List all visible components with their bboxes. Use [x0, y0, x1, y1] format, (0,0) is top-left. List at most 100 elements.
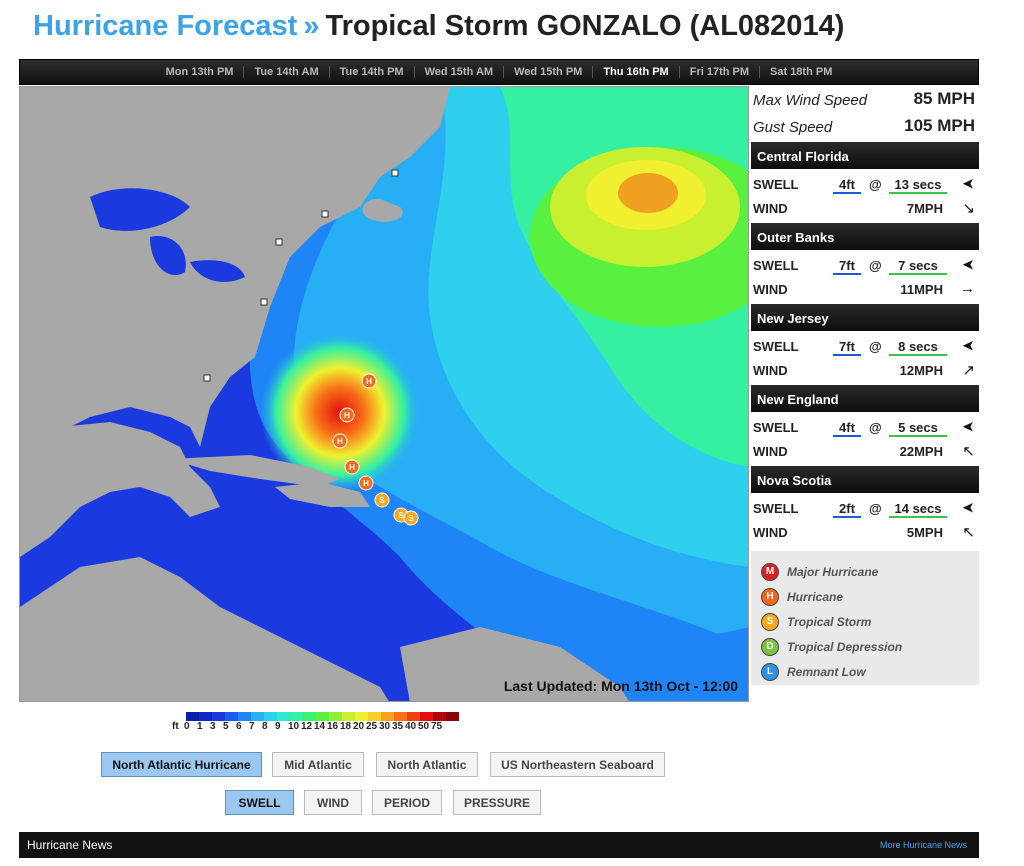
swell-row: SWELL 7ft @8 secs ➤ — [753, 335, 975, 357]
swell-height: 2ft — [833, 501, 861, 518]
swell-row: SWELL 7ft @7 secs ➤ — [753, 254, 975, 276]
scale-tick-label: 6 — [236, 721, 242, 732]
wind-speed: 5MPH — [906, 525, 943, 540]
layer-swell-button[interactable]: SWELL — [225, 790, 294, 815]
time-tab[interactable]: Wed 15th PM — [503, 66, 592, 78]
storm-category-icon: H — [761, 587, 779, 606]
wind-row: WIND 12MPH ↗ — [753, 359, 975, 381]
scale-swatch — [199, 712, 212, 721]
svg-text:H: H — [349, 463, 355, 472]
location-list: Central Florida SWELL 4ft @13 secs ➤ WIND 7MPH… — [751, 142, 979, 545]
wind-label: WIND — [753, 444, 788, 459]
at-symbol: @ — [869, 339, 882, 354]
scale-tick-label: 5 — [223, 721, 229, 732]
last-updated-label: Last Updated: Mon 13th Oct - 12:00 — [503, 678, 738, 694]
wind-label: WIND — [753, 282, 788, 297]
legend-item: H Hurricane — [761, 584, 979, 609]
wind-direction-arrow-icon: ↖ — [962, 443, 975, 460]
swell-row: SWELL 4ft @5 secs ➤ — [753, 416, 975, 438]
storm-category-icon: L — [761, 662, 779, 681]
wind-direction-arrow-icon: ↖ — [962, 524, 975, 541]
scale-tick-label: 40 — [405, 721, 417, 732]
scale-tick-label: 75 — [431, 721, 443, 732]
swell-map[interactable]: H H H H H S S S Last Updated: Mon 13th O… — [19, 86, 749, 702]
scale-swatch — [407, 712, 420, 721]
max-wind-row: Max Wind Speed 85 MPH — [751, 86, 979, 113]
wind-label: WIND — [753, 201, 788, 216]
time-tab-active[interactable]: Thu 16th PM — [592, 66, 678, 78]
storm-legend: M Major Hurricane H Hurricane S Tropical Stor… — [751, 551, 979, 685]
scale-tick-label: 1 — [197, 721, 203, 732]
time-tab[interactable]: Tue 14th AM — [243, 66, 328, 78]
scale-tick-label: 16 — [327, 721, 339, 732]
layer-period-button[interactable]: PERIOD — [372, 790, 442, 815]
layer-pressure-button[interactable]: PRESSURE — [453, 790, 541, 815]
scale-tick-label: 10 — [288, 721, 300, 732]
region-mid-atlantic-button[interactable]: Mid Atlantic — [272, 752, 364, 777]
swell-height: 7ft — [833, 258, 861, 275]
scale-swatch — [225, 712, 238, 721]
scale-swatch — [186, 712, 199, 721]
at-symbol: @ — [869, 501, 882, 516]
time-tab[interactable]: Wed 15th AM — [413, 66, 503, 78]
region-us-northeastern-seaboard-button[interactable]: US Northeastern Seaboard — [490, 752, 665, 777]
scale-swatch — [446, 712, 459, 721]
legend-item: L Remnant Low — [761, 659, 979, 684]
scale-tick-label: 30 — [379, 721, 391, 732]
time-tab-bar: Mon 13th PM Tue 14th AM Tue 14th PM Wed … — [19, 59, 979, 85]
at-symbol: @ — [869, 420, 882, 435]
svg-text:H: H — [363, 479, 369, 488]
swell-label: SWELL — [753, 258, 799, 273]
time-tab[interactable]: Sat 18th PM — [759, 66, 842, 78]
location-header[interactable]: Central Florida — [751, 142, 979, 169]
location-header[interactable]: New Jersey — [751, 304, 979, 331]
location-conditions: SWELL 7ft @8 secs ➤ WIND 12MPH ↗ — [751, 331, 979, 383]
legend-item: S Tropical Storm — [761, 609, 979, 634]
swell-direction-arrow-icon: ➤ — [962, 175, 975, 192]
swell-direction-arrow-icon: ➤ — [962, 499, 975, 516]
swell-direction-arrow-icon: ➤ — [962, 418, 975, 435]
location-conditions: SWELL 2ft @14 secs ➤ WIND 5MPH ↖ — [751, 493, 979, 545]
scale-swatch — [303, 712, 316, 721]
time-tab[interactable]: Tue 14th PM — [328, 66, 414, 78]
scale-tick-label: 50 — [418, 721, 430, 732]
swell-height: 7ft — [833, 339, 861, 356]
svg-text:S: S — [379, 496, 385, 505]
scale-color-bar — [186, 712, 459, 721]
swell-label: SWELL — [753, 501, 799, 516]
conditions-panel: Max Wind Speed 85 MPH Gust Speed 105 MPH… — [751, 86, 979, 685]
location-conditions: SWELL 4ft @5 secs ➤ WIND 22MPH ↖ — [751, 412, 979, 464]
wind-speed: 12MPH — [899, 363, 943, 378]
scale-swatch — [238, 712, 251, 721]
wind-direction-arrow-icon: ↘ — [962, 200, 975, 217]
scale-tick-label: 8 — [262, 721, 268, 732]
time-tab[interactable]: Mon 13th PM — [165, 66, 234, 78]
storm-category-icon: S — [761, 612, 779, 631]
scale-tick-label: 35 — [392, 721, 404, 732]
swell-period: 5 secs — [889, 420, 947, 437]
location-header[interactable]: Outer Banks — [751, 223, 979, 250]
more-news-link[interactable]: More Hurricane News — [879, 840, 967, 850]
at-symbol: @ — [869, 258, 882, 273]
region-north-atlantic-button[interactable]: North Atlantic — [376, 752, 478, 777]
gust-value: 105 MPH — [904, 116, 975, 135]
layer-wind-button[interactable]: WIND — [304, 790, 362, 815]
scale-swatch — [381, 712, 394, 721]
legend-label: Tropical Storm — [787, 614, 872, 629]
title-prefix-link[interactable]: Hurricane Forecast — [33, 10, 298, 42]
time-tab[interactable]: Fri 17th PM — [678, 66, 759, 78]
scale-swatch — [368, 712, 381, 721]
legend-label: Remnant Low — [787, 664, 866, 679]
location-header[interactable]: Nova Scotia — [751, 466, 979, 493]
location-header[interactable]: New England — [751, 385, 979, 412]
region-north-atlantic-hurricane-button[interactable]: North Atlantic Hurricane — [101, 752, 262, 777]
wind-label: WIND — [753, 363, 788, 378]
news-bar: Hurricane News More Hurricane News — [19, 832, 979, 858]
scale-tick-label: 3 — [210, 721, 216, 732]
wind-label: WIND — [753, 525, 788, 540]
scale-swatch — [355, 712, 368, 721]
svg-text:H: H — [337, 437, 343, 446]
swell-height: 4ft — [833, 177, 861, 194]
swell-period: 7 secs — [889, 258, 947, 275]
